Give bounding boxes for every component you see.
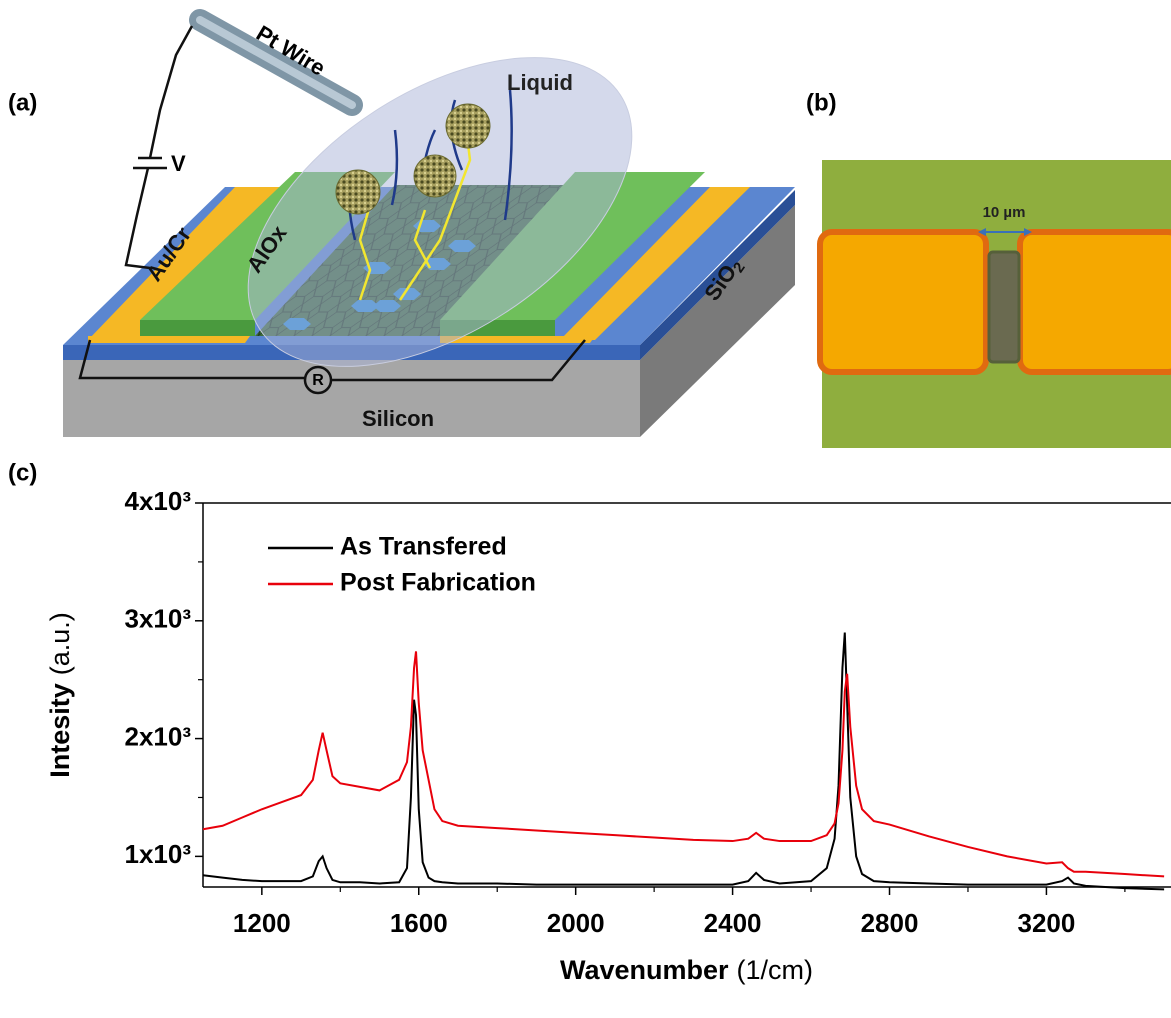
- figure: (a) (b) (c) Pt Wire Liquid V Au/Cr AlOx …: [0, 0, 1171, 1013]
- dielectric: [140, 320, 255, 336]
- legend-label: Post Fabrication: [340, 569, 536, 597]
- panel-label: (a): [8, 89, 37, 116]
- x-tick-label: 1600: [390, 908, 448, 938]
- label: Liquid: [507, 70, 573, 95]
- chart: 1x10³ 2x10³ 3x10³ 4x10³ 1200 1600 2000 2400 2800…: [45, 486, 1171, 985]
- micrograph: 10 µm: [820, 160, 1171, 448]
- contact: [88, 336, 250, 343]
- contact: [440, 336, 595, 343]
- x-axis-title: Wavenumber (1/cm): [560, 955, 813, 985]
- label: R: [312, 372, 324, 389]
- silicon-front: [63, 360, 640, 437]
- x-tick-label: 1200: [233, 908, 291, 938]
- schematic: Pt Wire Liquid V Au/Cr AlOx SiO2 R Silic…: [63, 0, 795, 437]
- x-tick-label: 2400: [704, 908, 762, 938]
- x-tick-label: 2000: [547, 908, 605, 938]
- panel-label: (b): [806, 89, 837, 116]
- y-tick-label: 1x10³: [125, 839, 192, 869]
- scale-label: 10 µm: [983, 204, 1026, 221]
- x-tick-label: 2800: [861, 908, 919, 938]
- label: Silicon: [362, 406, 434, 431]
- y-tick-label: 2x10³: [125, 721, 192, 751]
- channel: [989, 252, 1019, 362]
- y-tick-label: 3x10³: [125, 604, 192, 634]
- electrode: [1020, 232, 1171, 372]
- panel-label: (c): [8, 459, 37, 486]
- label: V: [171, 151, 186, 176]
- nanoparticle: [446, 104, 490, 148]
- x-axis-title: Wavenumber: [560, 955, 729, 985]
- series-line: [203, 651, 1164, 876]
- y-axis-title: Intesity: [45, 683, 75, 778]
- y-tick-label: 4x10³: [125, 486, 192, 516]
- x-axis-unit: (1/cm): [737, 955, 814, 985]
- nanoparticle: [336, 170, 380, 214]
- electrode: [820, 232, 986, 372]
- x-tick-label: 3200: [1018, 908, 1076, 938]
- y-axis-title: Intesity (a.u.): [45, 612, 75, 778]
- nanoparticle: [414, 155, 456, 197]
- legend-label: As Transfered: [340, 533, 507, 561]
- series-line: [203, 633, 1164, 890]
- y-axis-unit: (a.u.): [45, 612, 75, 675]
